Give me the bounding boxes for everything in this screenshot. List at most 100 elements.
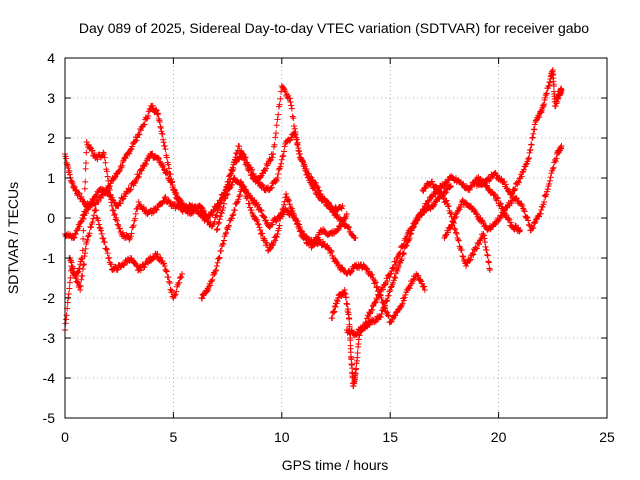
data-point (558, 87, 565, 93)
data-point (65, 164, 72, 171)
data-point (543, 191, 550, 198)
data-point (85, 206, 92, 213)
data-point (98, 189, 105, 196)
data-point (265, 160, 272, 167)
data-point (132, 138, 139, 145)
series-arc-3 (62, 207, 186, 333)
data-point (115, 222, 122, 229)
data-point (273, 122, 280, 129)
data-point (259, 230, 266, 237)
data-point (163, 168, 170, 175)
data-point (392, 261, 399, 268)
data-point (168, 179, 175, 186)
data-point (164, 170, 171, 177)
data-point (392, 258, 399, 265)
data-point (131, 179, 138, 185)
data-point (155, 111, 162, 117)
data-point (202, 212, 209, 219)
data-point (167, 171, 174, 178)
data-point (229, 179, 236, 186)
data-point (247, 167, 254, 174)
data-point (233, 199, 240, 206)
data-point (161, 195, 168, 201)
data-point (63, 316, 70, 323)
data-point (259, 181, 266, 188)
data-point (269, 221, 276, 228)
data-point (369, 303, 376, 309)
data-point (538, 206, 545, 213)
data-point (78, 276, 85, 283)
data-point (303, 165, 310, 172)
data-point (166, 199, 173, 206)
data-point (66, 167, 73, 174)
data-point (533, 216, 540, 223)
data-point (132, 261, 139, 268)
data-point (525, 155, 532, 161)
data-point (447, 183, 454, 189)
data-point (79, 272, 86, 279)
data-point (519, 203, 526, 209)
data-point (280, 211, 287, 218)
data-point (261, 167, 268, 173)
data-point (506, 216, 513, 223)
data-point (392, 312, 399, 319)
data-point (254, 201, 261, 208)
data-point (348, 268, 355, 275)
data-point (89, 219, 96, 226)
data-point (161, 260, 168, 267)
data-point (452, 226, 459, 233)
data-point (364, 315, 371, 322)
data-point (415, 272, 422, 279)
data-point (64, 299, 71, 306)
data-point (119, 162, 126, 169)
data-point (541, 198, 548, 205)
data-point (512, 194, 519, 201)
data-point (79, 255, 86, 261)
x-tick-label: 15 (382, 429, 398, 445)
data-point (288, 105, 295, 112)
data-point (178, 274, 185, 281)
data-point (385, 312, 392, 319)
data-point (229, 212, 236, 219)
data-point (269, 154, 276, 161)
data-point (387, 287, 394, 293)
data-point (106, 254, 113, 261)
data-point (289, 113, 296, 120)
data-point (530, 224, 537, 231)
data-point (287, 99, 294, 105)
data-point (347, 337, 354, 344)
y-tick-label: -1 (43, 250, 56, 266)
data-point (243, 160, 250, 167)
data-point (67, 257, 74, 264)
data-point (111, 211, 118, 218)
data-point (116, 168, 123, 175)
data-point (95, 217, 102, 224)
data-point (480, 232, 487, 239)
data-point (451, 214, 458, 221)
data-point (283, 191, 290, 197)
data-point (73, 227, 80, 234)
data-point (160, 162, 167, 169)
data-point (341, 214, 348, 221)
y-tick-label: -2 (43, 290, 56, 306)
data-point (271, 141, 278, 148)
data-point (177, 197, 184, 204)
data-point (328, 248, 335, 255)
data-point (521, 208, 528, 215)
data-point (435, 187, 442, 194)
data-point (137, 267, 144, 274)
data-point (163, 268, 170, 275)
data-point (211, 218, 218, 225)
data-point (127, 146, 134, 153)
data-point (210, 272, 217, 279)
series-arc-11 (473, 67, 565, 198)
data-point (135, 199, 142, 205)
data-point (387, 270, 394, 277)
data-point (345, 224, 352, 231)
data-point (82, 160, 89, 167)
data-point (216, 216, 223, 223)
data-point (550, 164, 557, 171)
data-point (66, 171, 73, 178)
data-point (491, 171, 498, 177)
data-point (469, 250, 476, 257)
